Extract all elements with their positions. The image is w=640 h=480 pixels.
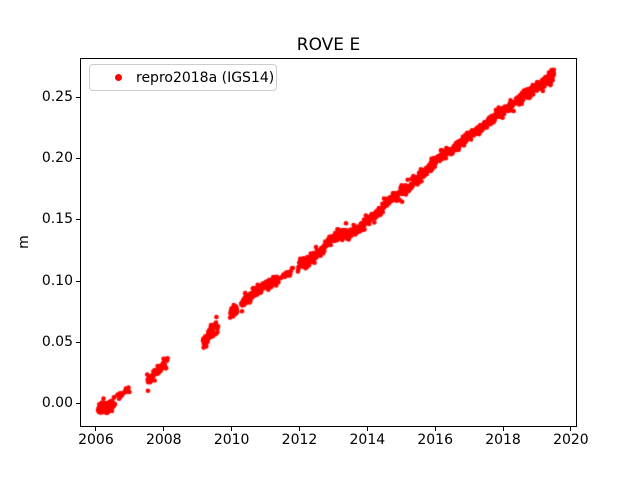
x-tick-label: 2006	[78, 432, 114, 448]
y-tick-label: 0.10	[41, 272, 73, 289]
x-tick-label: 2018	[485, 432, 521, 448]
x-tick	[434, 427, 436, 431]
y-tick-label: 0.00	[41, 395, 73, 411]
x-tick	[570, 427, 572, 431]
y-tick-label: 0.25	[41, 89, 73, 106]
y-tick	[76, 219, 80, 221]
y-tick	[76, 158, 80, 160]
y-tick-label: 0.05	[41, 333, 73, 350]
x-tick-label: 2020	[553, 432, 589, 448]
x-tick	[366, 427, 368, 431]
x-tick-label: 2012	[281, 432, 318, 448]
y-tick	[76, 280, 80, 282]
x-tick-label: 2010	[213, 432, 250, 448]
legend: repro2018a (IGS14)	[89, 64, 277, 91]
x-tick-label: 2014	[349, 432, 386, 448]
y-tick	[76, 403, 80, 404]
x-tick-label: 2016	[417, 432, 453, 448]
y-axis-label: m	[16, 235, 32, 249]
x-tick	[231, 427, 233, 431]
y-tick-label: 0.20	[41, 150, 73, 167]
x-tick	[163, 427, 165, 431]
y-tick-label: 0.15	[41, 211, 73, 228]
x-tick	[502, 427, 504, 431]
y-tick	[76, 341, 80, 343]
x-tick	[298, 427, 300, 431]
legend-label: repro2018a (IGS14)	[136, 69, 275, 86]
chart-title: ROVE E	[296, 35, 361, 55]
y-tick	[76, 97, 80, 99]
legend-marker-icon	[115, 74, 122, 81]
x-tick	[95, 427, 97, 431]
x-tick-label: 2008	[145, 432, 182, 448]
